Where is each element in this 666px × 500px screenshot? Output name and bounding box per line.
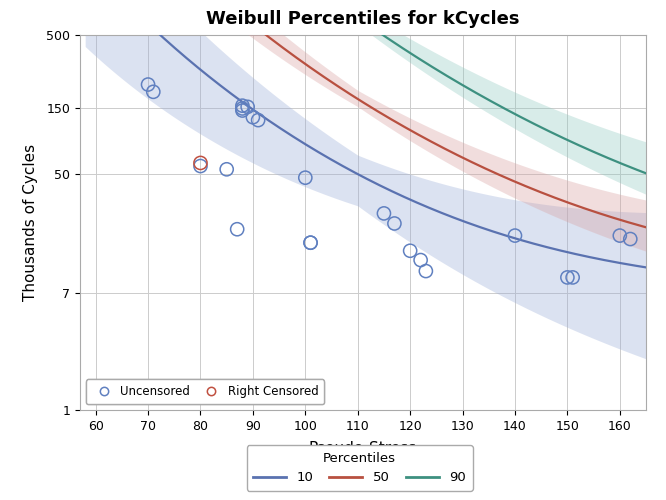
Point [567,274,578,281]
Point [221,166,232,173]
Point [562,274,573,281]
Point [242,103,253,111]
Point [615,232,625,239]
Point [305,238,316,246]
Legend: 10, 50, 90: 10, 50, 90 [246,445,473,491]
Point [148,88,159,96]
Point [416,256,426,264]
Point [232,225,242,233]
Point [253,116,264,124]
Point [248,113,258,121]
Point [300,174,310,182]
Point [509,232,520,239]
Point [378,210,389,218]
X-axis label: Pseudo-Stress: Pseudo-Stress [309,441,417,456]
Point [195,159,206,167]
Point [143,80,153,88]
Point [405,247,416,255]
Point [237,106,248,114]
Point [237,104,248,112]
Legend: Uncensored, Right Censored: Uncensored, Right Censored [86,380,324,404]
Point [195,162,206,170]
Point [389,220,400,228]
Title: Weibull Percentiles for kCycles: Weibull Percentiles for kCycles [206,10,519,28]
Y-axis label: Thousands of Cycles: Thousands of Cycles [23,144,38,301]
Point [237,102,248,110]
Point [305,238,316,246]
Point [420,267,431,275]
Point [625,235,635,243]
